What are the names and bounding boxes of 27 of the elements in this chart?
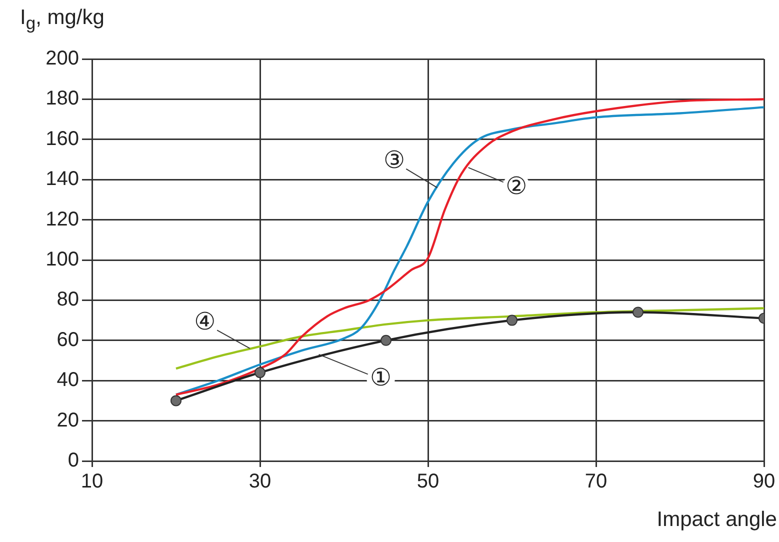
- point: [254, 367, 266, 378]
- point: [632, 306, 644, 318]
- point: [170, 395, 182, 406]
- x-tick-label: 90: [752, 470, 776, 493]
- point: [380, 334, 392, 346]
- x-tick-label: 50: [416, 470, 440, 493]
- x-tick-label: 70: [584, 470, 608, 493]
- x-tick-label: 30: [248, 470, 272, 493]
- y-tick-label: 0: [68, 450, 79, 472]
- annotation: ③: [383, 146, 405, 174]
- x-axis-title: Impact angle: [656, 508, 777, 532]
- annotation: ④: [194, 308, 216, 336]
- y-tick-label: 120: [46, 208, 79, 230]
- annotation: ②: [506, 172, 528, 200]
- y-tick-label: 200: [46, 48, 79, 70]
- x-tick-label: 10: [80, 470, 104, 493]
- y-tick-label: 140: [46, 168, 79, 190]
- y-tick-label: 40: [56, 369, 79, 392]
- y-tick-label: 60: [56, 328, 79, 351]
- y-tick-label: 20: [56, 409, 79, 432]
- point: [506, 314, 518, 326]
- y-tick-label: 80: [56, 288, 79, 311]
- annotation: ①: [370, 364, 392, 392]
- y-axis-title: I$_{g}$, mg/kg: [20, 6, 104, 34]
- y-tick-label: 160: [46, 128, 79, 150]
- y-tick-label: 180: [46, 88, 79, 110]
- y-tick-label: 100: [46, 248, 79, 271]
